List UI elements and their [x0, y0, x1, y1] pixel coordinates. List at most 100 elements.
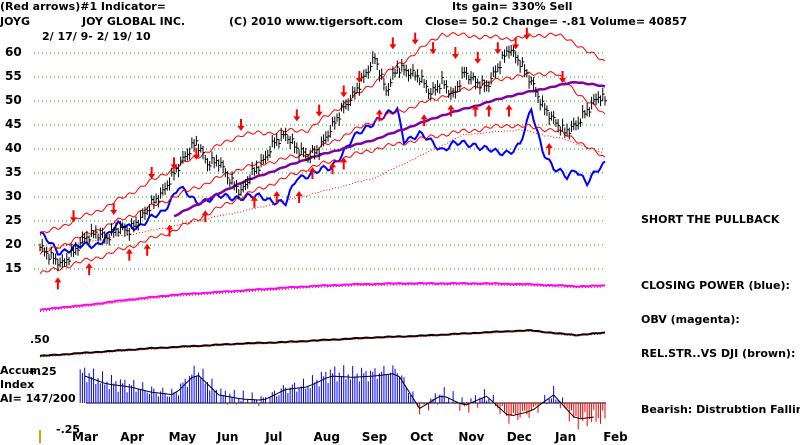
sell-arrow-head — [494, 49, 502, 55]
y-tick-label: 55 — [5, 69, 22, 83]
buy-arrow — [375, 109, 383, 122]
sell-arrow — [148, 167, 156, 179]
sell-arrow-head — [429, 49, 437, 55]
buy-arrow — [143, 243, 151, 256]
sell-arrow — [474, 51, 482, 64]
sell-arrow-head — [411, 39, 419, 45]
buy-arrow-head — [125, 248, 133, 254]
accum-minus-tick: -.25 — [56, 423, 81, 436]
middle_band-line — [39, 71, 606, 255]
date-range: 2/ 17/ 9- 2/ 19/ 10 — [42, 30, 151, 43]
buy-arrow — [485, 104, 493, 117]
buy-arrow-head — [420, 114, 428, 120]
lower_band-line — [39, 123, 606, 275]
month-label: Nov — [458, 430, 485, 444]
symbol-label: JOYG — [0, 15, 31, 28]
buy-arrow-head — [295, 191, 303, 196]
accumulation-index — [79, 365, 606, 430]
relstr-label: REL.STR..VS DJI (brown): — [641, 347, 796, 360]
buy-arrow — [85, 263, 93, 275]
buy-arrow — [505, 104, 513, 117]
accum-plus-tick: +.25 — [28, 365, 57, 378]
sell-arrow-head — [148, 174, 156, 179]
sell-arrow-head — [69, 217, 77, 223]
buy-arrow-head — [143, 243, 151, 249]
sell-arrow-head — [170, 164, 178, 170]
accum-label: Accum — [0, 364, 41, 377]
ai-label: AI= 147/200 — [0, 392, 76, 405]
obv-label: OBV (magenta): — [641, 313, 740, 326]
buy-arrow — [308, 167, 316, 179]
closing-power-label: CLOSING POWER (blue): — [641, 279, 790, 292]
buy-arrow-head — [54, 277, 62, 283]
buy-arrow-head — [201, 210, 209, 216]
sell-arrow — [559, 71, 567, 83]
obv-ma — [39, 284, 603, 312]
short-the-pullback: SHORT THE PULLBACK — [641, 213, 780, 226]
sell-arrow-head — [523, 34, 531, 40]
buy-arrow-head — [166, 224, 174, 230]
sell-arrow — [170, 157, 178, 170]
buy-arrow-head — [85, 263, 93, 268]
sell-arrow — [389, 37, 397, 50]
y-tick-label: 15 — [5, 261, 22, 275]
gain-label: Its gain= 330% Sell — [452, 0, 573, 13]
sell-arrow — [293, 109, 301, 122]
month-label: Apr — [120, 430, 145, 444]
y-tick-label: 50 — [5, 93, 22, 107]
buy-arrow-head — [273, 191, 281, 196]
sell-arrow-head — [315, 111, 323, 117]
buy-arrow-head — [375, 109, 383, 115]
buy-arrow — [340, 157, 348, 170]
y-tick-label: 25 — [5, 213, 22, 227]
close-stats: Close= 50.2 Change= -.81 Volume= 40857 — [425, 15, 688, 28]
gridlines — [34, 52, 606, 270]
sell-arrow-head — [474, 58, 482, 64]
buy-arrow — [201, 210, 209, 223]
buy-arrow-head — [485, 104, 493, 110]
buy-arrow — [166, 224, 174, 237]
sell-arrow — [69, 210, 77, 223]
buy-arrow-head — [505, 104, 513, 110]
buy-arrow — [329, 162, 337, 175]
sell-arrow-head — [451, 54, 459, 59]
sell-arrow — [429, 42, 437, 55]
month-label: Jan — [555, 430, 577, 444]
y-tick-label: 20 — [5, 237, 22, 251]
sell-arrow — [512, 37, 520, 50]
upper_band-line — [39, 31, 606, 236]
sell-arrow — [494, 42, 502, 55]
buy-arrow — [250, 195, 258, 208]
buy-arrow — [273, 191, 281, 203]
sell-arrow — [315, 104, 323, 117]
sell-arrow — [451, 47, 459, 59]
sell-arrow-head — [110, 210, 118, 215]
buy-arrow — [420, 114, 428, 127]
month-label: Mar — [72, 430, 98, 444]
relstr-ma — [39, 330, 603, 358]
index-label: Index — [0, 378, 35, 391]
month-label: May — [168, 430, 197, 444]
y-tick-label: 30 — [5, 189, 22, 203]
sell-arrow — [340, 85, 348, 98]
buy-arrow — [295, 191, 303, 203]
y-tick-label: 40 — [5, 141, 22, 155]
price-bars — [39, 44, 607, 272]
sell-arrow — [110, 203, 118, 215]
y-tick-label: 60 — [5, 45, 22, 59]
company-name: JOY GLOBAL INC. — [82, 15, 186, 28]
sell-arrow-head — [389, 44, 397, 50]
buy-arrow — [54, 277, 62, 290]
bearish-label: Bearish: Distrubtion Falling. — [641, 403, 800, 416]
month-label: Aug — [313, 430, 340, 444]
sell-arrow-head — [559, 78, 567, 83]
signal-arrows — [54, 27, 567, 290]
obv-line — [39, 281, 606, 311]
relstr-tick: .50 — [30, 333, 50, 346]
buy-arrow-head — [308, 167, 316, 172]
month-label: Jun — [216, 430, 239, 444]
sell-arrow — [523, 27, 531, 40]
buy-arrow-head — [471, 104, 479, 110]
sell-arrow-head — [293, 116, 301, 122]
